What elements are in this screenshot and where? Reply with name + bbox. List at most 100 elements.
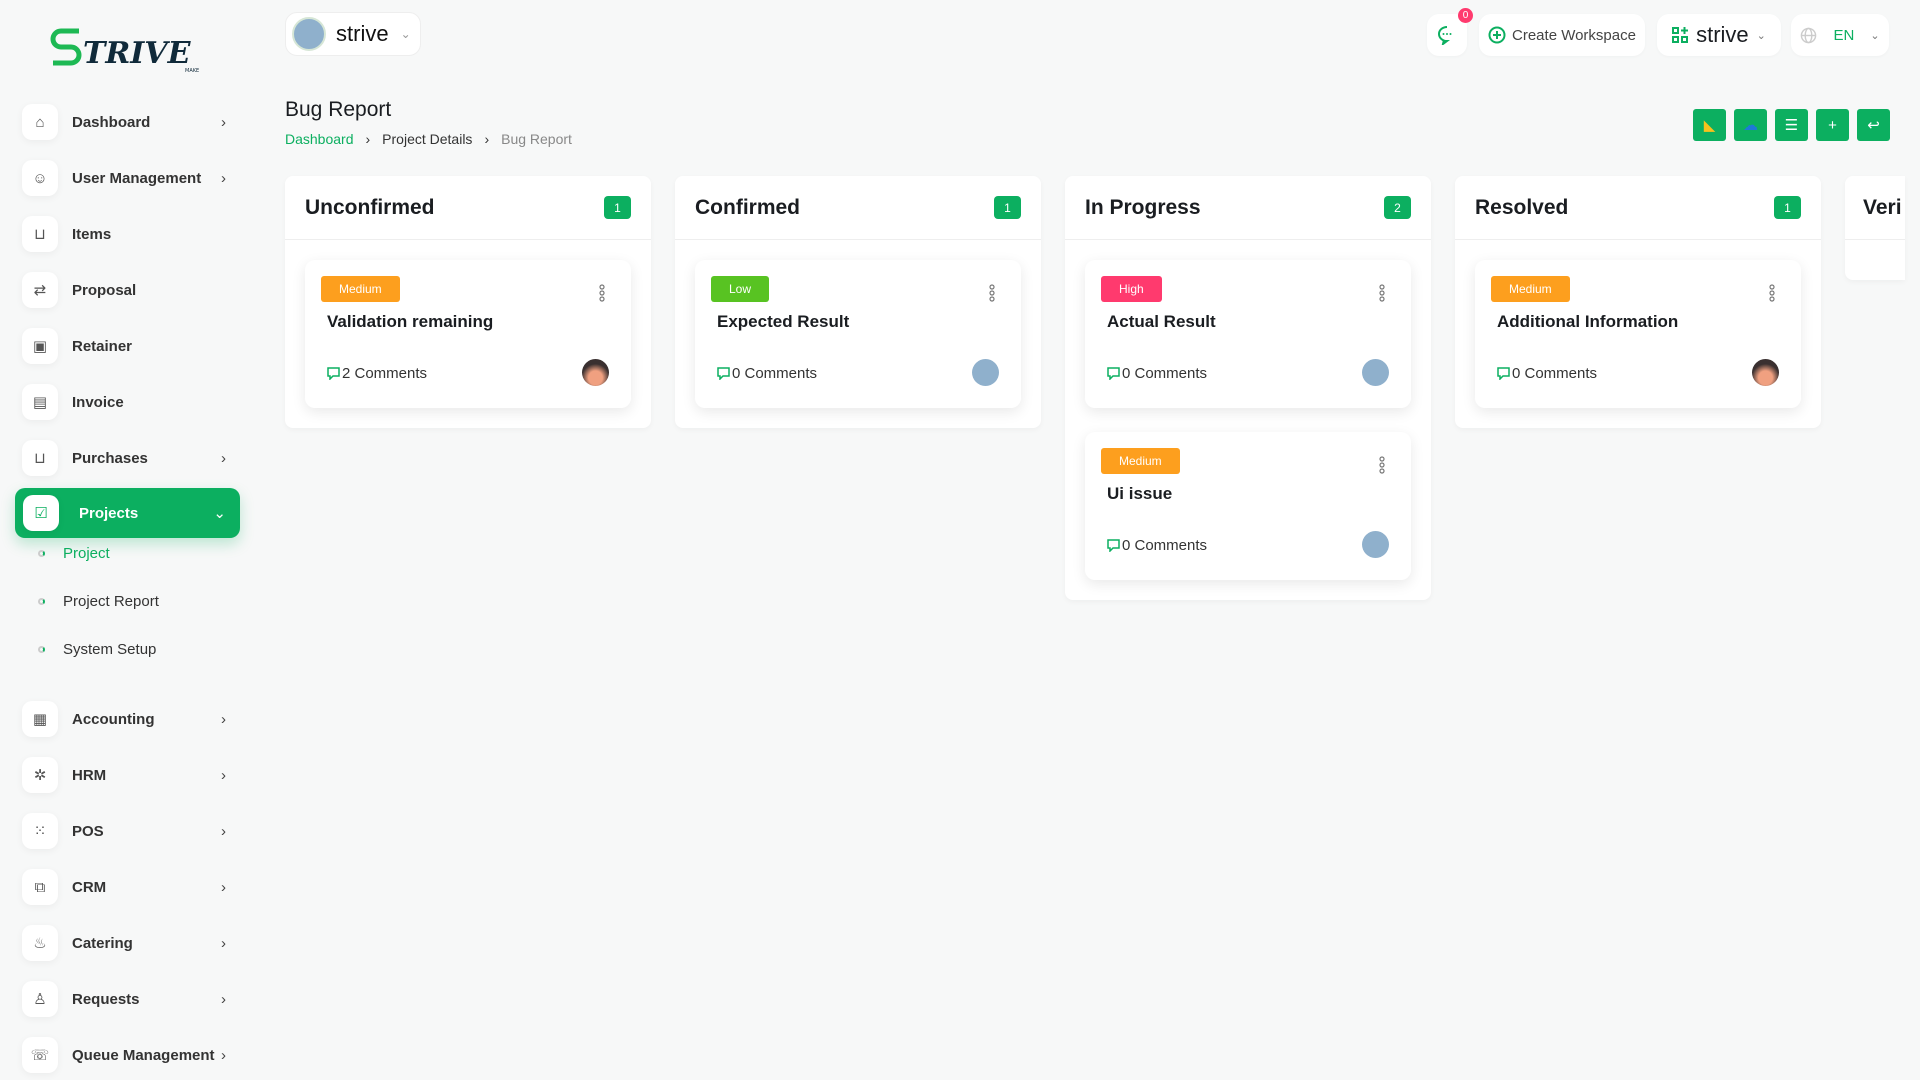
- column-title: Unconfirmed: [305, 195, 435, 219]
- priority-badge: Medium: [1491, 276, 1570, 302]
- sidebar-subitem-project[interactable]: Project: [38, 545, 110, 562]
- sidebar-item-items[interactable]: ⊔ Items: [22, 209, 240, 259]
- workspace-avatar: [292, 17, 326, 51]
- comments-link[interactable]: 2 Comments: [327, 365, 427, 382]
- chat-count-badge: 0: [1458, 8, 1473, 23]
- sidebar-item-purchases[interactable]: ⊔ Purchases ›: [22, 433, 240, 483]
- list-view-button[interactable]: ☰: [1775, 109, 1808, 141]
- more-options-icon[interactable]: [1379, 456, 1385, 474]
- sidebar-item-pos[interactable]: ⁙ POS ›: [22, 806, 240, 856]
- chevron-right-icon: ›: [221, 934, 226, 952]
- workspace-selector[interactable]: strive ⌄: [285, 12, 421, 56]
- comments-count: 0 Comments: [732, 365, 818, 382]
- sidebar-item-label: Queue Management: [72, 1046, 215, 1064]
- column-unconfirmed: Unconfirmed 1 Medium Validation remaining…: [285, 176, 651, 428]
- comments-link[interactable]: 0 Comments: [1107, 365, 1207, 382]
- chevron-right-icon: ›: [221, 449, 226, 467]
- priority-badge: Low: [711, 276, 770, 302]
- chevron-right-icon: ›: [221, 169, 226, 187]
- breadcrumb-project-details[interactable]: Project Details: [382, 131, 473, 147]
- invoice-icon: ▤: [22, 384, 58, 420]
- card-title: Actual Result: [1107, 312, 1216, 331]
- card-list: Low Expected Result 0 Comments: [675, 240, 1041, 428]
- card-title: Expected Result: [717, 312, 850, 331]
- sidebar-item-label: CRM: [72, 878, 107, 896]
- assignee-avatar: [582, 359, 609, 386]
- sidebar-item-requests[interactable]: ♙ Requests ›: [22, 974, 240, 1024]
- sidebar-item-catering[interactable]: ♨ Catering ›: [22, 918, 240, 968]
- back-button[interactable]: ↩: [1857, 109, 1890, 141]
- sidebar-item-retainer[interactable]: ▣ Retainer: [22, 321, 240, 371]
- column-in-progress: In Progress 2 High Actual Result 0 Commen…: [1065, 176, 1431, 600]
- checkbox-icon: ☑: [23, 495, 59, 531]
- column-title: Resolved: [1475, 195, 1569, 219]
- bug-card[interactable]: Medium Additional Information 0 Comments: [1475, 260, 1801, 408]
- home-icon: ⌂: [22, 104, 58, 140]
- cart-icon: ⊔: [22, 216, 58, 252]
- chat-button[interactable]: 0: [1427, 8, 1473, 56]
- sidebar-item-invoice[interactable]: ▤ Invoice: [22, 377, 240, 427]
- sidebar-item-hrm[interactable]: ✲ HRM ›: [22, 750, 240, 800]
- page-title: Bug Report: [285, 98, 392, 121]
- sidebar-item-label: Retainer: [72, 337, 133, 355]
- bug-card[interactable]: Medium Validation remaining 2 Comments: [305, 260, 631, 408]
- create-workspace-button[interactable]: Create Workspace: [1479, 14, 1645, 56]
- more-options-icon[interactable]: [1379, 284, 1385, 302]
- more-options-icon[interactable]: [599, 284, 605, 302]
- comment-icon: [1107, 367, 1120, 380]
- sidebar-item-label: Proposal: [72, 281, 137, 299]
- back-icon: ↩: [1867, 117, 1880, 134]
- column-header: Resolved 1: [1455, 176, 1821, 240]
- bug-card[interactable]: High Actual Result 0 Comments: [1085, 260, 1411, 408]
- sidebar-item-projects[interactable]: ☑ Projects ⌄: [15, 488, 240, 538]
- comments-link[interactable]: 0 Comments: [1497, 365, 1597, 382]
- sidebar-subitem-project-report[interactable]: Project Report: [38, 593, 159, 610]
- chevron-right-icon: ›: [484, 131, 490, 147]
- breadcrumb-dashboard[interactable]: Dashboard: [285, 131, 354, 147]
- hrm-icon: ✲: [22, 757, 58, 793]
- bug-card[interactable]: Low Expected Result 0 Comments: [695, 260, 1021, 408]
- onedrive-button[interactable]: ☁: [1734, 109, 1767, 141]
- sidebar-item-label: Items: [72, 225, 112, 243]
- comments-link[interactable]: 0 Comments: [717, 365, 817, 382]
- cart-icon: ⊔: [22, 440, 58, 476]
- catering-icon: ♨: [22, 925, 58, 961]
- workspace-switch[interactable]: strive ⌄: [1657, 14, 1781, 56]
- column-header: Unconfirmed 1: [285, 176, 651, 240]
- sidebar-item-accounting[interactable]: ▦ Accounting ›: [22, 694, 240, 744]
- google-drive-button[interactable]: ◣: [1693, 109, 1726, 141]
- more-options-icon[interactable]: [989, 284, 995, 302]
- language-selector[interactable]: EN ⌄: [1791, 14, 1889, 56]
- comments-count: 0 Comments: [1512, 365, 1598, 382]
- sidebar-item-dashboard[interactable]: ⌂ Dashboard ›: [22, 97, 240, 147]
- sidebar-item-proposal[interactable]: ⇄ Proposal: [22, 265, 240, 315]
- comments-link[interactable]: 0 Comments: [1107, 537, 1207, 554]
- strive-logo[interactable]: TRIVE MAKE: [49, 27, 209, 73]
- card-title: Validation remaining: [327, 312, 494, 331]
- bug-card[interactable]: Medium Ui issue 0 Comments: [1085, 432, 1411, 580]
- chat-icon: [1438, 26, 1452, 45]
- bullet-icon: [38, 646, 45, 653]
- svg-text:TRIVE: TRIVE: [83, 36, 192, 71]
- crm-icon: ⧉: [22, 869, 58, 905]
- sidebar-subitem-system-setup[interactable]: System Setup: [38, 641, 156, 658]
- sidebar-subitem-label: System Setup: [63, 641, 157, 658]
- chevron-down-icon: ⌄: [400, 27, 411, 41]
- sidebar-item-queue-management[interactable]: ☏ Queue Management ›: [22, 1030, 240, 1080]
- user-plus-icon: ♙: [22, 981, 58, 1017]
- sidebar-item-label: Accounting: [72, 710, 155, 728]
- chevron-right-icon: ›: [221, 990, 226, 1008]
- column-header: Confirmed 1: [675, 176, 1041, 240]
- workspace-switch-label: strive: [1696, 22, 1749, 47]
- sidebar-item-user-management[interactable]: ☺ User Management ›: [22, 153, 240, 203]
- sidebar-item-label: HRM: [72, 766, 107, 784]
- comment-icon: [327, 367, 340, 380]
- breadcrumb-current: Bug Report: [501, 131, 572, 147]
- add-button[interactable]: +: [1816, 109, 1849, 141]
- sidebar-item-label: Invoice: [72, 393, 124, 411]
- language-label: EN: [1833, 26, 1855, 44]
- more-options-icon[interactable]: [1769, 284, 1775, 302]
- google-drive-icon: ◣: [1703, 117, 1716, 134]
- column-resolved: Resolved 1 Medium Additional Information …: [1455, 176, 1821, 428]
- sidebar-item-crm[interactable]: ⧉ CRM ›: [22, 862, 240, 912]
